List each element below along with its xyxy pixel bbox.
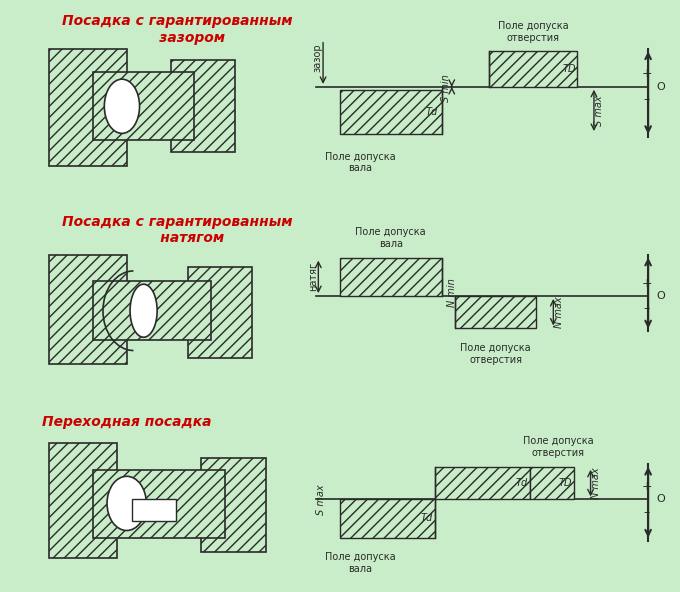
Bar xyxy=(188,266,252,358)
Text: Поле допуска
вала: Поле допуска вала xyxy=(325,552,396,574)
Bar xyxy=(92,281,211,340)
Text: O: O xyxy=(656,82,665,92)
Bar xyxy=(435,467,530,499)
Text: зазор: зазор xyxy=(313,43,322,72)
Ellipse shape xyxy=(130,284,157,337)
Text: Переходная посадка: Переходная посадка xyxy=(42,415,211,429)
Bar xyxy=(49,49,126,166)
Text: Посадка с гарантированным
      зазором: Посадка с гарантированным зазором xyxy=(63,14,293,44)
Bar xyxy=(49,255,126,363)
Text: Поле допуска
отверстия: Поле допуска отверстия xyxy=(460,343,531,365)
Bar xyxy=(530,467,574,499)
Text: Поле допуска
отверстия: Поле допуска отверстия xyxy=(523,436,594,458)
Text: O: O xyxy=(656,494,665,504)
Text: –: – xyxy=(644,303,650,316)
Text: S min: S min xyxy=(441,75,452,102)
Bar xyxy=(340,258,441,296)
Bar xyxy=(201,458,265,552)
Text: N max: N max xyxy=(591,467,601,499)
Text: натяг: натяг xyxy=(308,262,318,291)
Text: O: O xyxy=(656,291,665,301)
Bar xyxy=(455,296,537,329)
Text: TD: TD xyxy=(559,478,573,488)
Ellipse shape xyxy=(107,477,146,530)
Bar xyxy=(340,499,435,538)
Bar xyxy=(49,443,116,558)
Text: +: + xyxy=(641,480,652,493)
Bar xyxy=(132,498,176,521)
Bar xyxy=(340,90,441,134)
Text: +: + xyxy=(641,276,652,289)
Text: TD: TD xyxy=(562,64,576,74)
Text: Td: Td xyxy=(425,107,437,117)
Text: –: – xyxy=(644,94,650,107)
Text: Td: Td xyxy=(420,513,432,523)
Bar xyxy=(171,60,235,152)
Text: N max: N max xyxy=(554,297,564,328)
Text: Поле допуска
вала: Поле допуска вала xyxy=(356,227,426,249)
Text: S max: S max xyxy=(594,95,605,126)
Bar xyxy=(489,52,577,87)
Text: Td: Td xyxy=(515,478,528,488)
Text: Посадка с гарантированным
      натягом: Посадка с гарантированным натягом xyxy=(63,215,293,245)
Text: Поле допуска
вала: Поле допуска вала xyxy=(325,152,396,173)
Text: N min: N min xyxy=(447,279,457,307)
Text: S max: S max xyxy=(316,484,326,514)
Text: +: + xyxy=(641,67,652,81)
Text: Поле допуска
отверстия: Поле допуска отверстия xyxy=(498,21,568,43)
Bar xyxy=(92,470,225,538)
Bar xyxy=(92,72,194,140)
Text: –: – xyxy=(644,506,650,519)
Ellipse shape xyxy=(104,79,139,133)
